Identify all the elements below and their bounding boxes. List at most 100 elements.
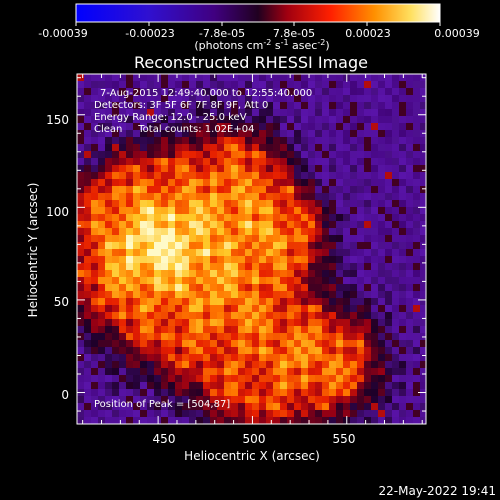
heatmap-cell	[196, 312, 204, 320]
heatmap-cell	[308, 256, 316, 264]
heatmap-cell	[133, 179, 141, 187]
heatmap-cell	[259, 221, 267, 229]
heatmap-cell	[259, 277, 267, 285]
heatmap-cell	[371, 95, 379, 103]
heatmap-cell	[273, 403, 281, 411]
heatmap-cell	[315, 116, 323, 124]
heatmap-cell	[175, 396, 183, 404]
heatmap-cell	[161, 158, 169, 166]
heatmap-cell	[210, 221, 218, 229]
heatmap-cell	[266, 347, 274, 355]
heatmap-cell	[238, 249, 246, 257]
heatmap-cell	[287, 305, 295, 313]
heatmap-cell	[91, 109, 99, 117]
heatmap-cell	[413, 228, 421, 236]
heatmap-cell	[112, 130, 120, 138]
heatmap-cell	[378, 270, 386, 278]
heatmap-cell	[280, 88, 288, 96]
heatmap-cell	[413, 284, 421, 292]
heatmap-cell	[105, 249, 113, 257]
heatmap-cell	[308, 333, 316, 341]
heatmap-cell	[266, 368, 274, 376]
y-tick-label: 100	[46, 205, 69, 219]
heatmap-cell	[210, 123, 218, 131]
heatmap-cell	[175, 207, 183, 215]
heatmap-cell	[392, 74, 400, 82]
heatmap-cell	[126, 354, 134, 362]
heatmap-cell	[294, 179, 302, 187]
heatmap-cell	[343, 291, 351, 299]
heatmap-cell	[168, 214, 176, 222]
heatmap-cell	[315, 74, 323, 82]
heatmap-cell	[105, 326, 113, 334]
heatmap-cell	[119, 284, 127, 292]
heatmap-cell	[343, 382, 351, 390]
heatmap-cell	[168, 102, 176, 110]
heatmap-cell	[182, 109, 190, 117]
heatmap-cell	[273, 200, 281, 208]
heatmap-cell	[217, 403, 225, 411]
heatmap-cell	[392, 144, 400, 152]
heatmap-cell	[189, 305, 197, 313]
heatmap-cell	[378, 221, 386, 229]
heatmap-cell	[392, 319, 400, 327]
heatmap-cell	[133, 116, 141, 124]
heatmap-cell	[329, 382, 337, 390]
heatmap-cell	[378, 102, 386, 110]
heatmap-cell	[406, 116, 414, 124]
heatmap-cell	[77, 396, 85, 404]
heatmap-cell	[364, 270, 372, 278]
heatmap-cell	[231, 403, 239, 411]
heatmap-cell	[287, 284, 295, 292]
heatmap-cell	[357, 144, 365, 152]
heatmap-cell	[315, 368, 323, 376]
heatmap-cell	[84, 144, 92, 152]
heatmap-cell	[371, 333, 379, 341]
heatmap-cell	[266, 88, 274, 96]
heatmap-cell	[280, 326, 288, 334]
heatmap-cell	[182, 263, 190, 271]
heatmap-cell	[105, 102, 113, 110]
heatmap-cell	[119, 95, 127, 103]
heatmap-cell	[245, 403, 253, 411]
heatmap-cell	[343, 354, 351, 362]
heatmap-cell	[91, 298, 99, 306]
heatmap-cell	[252, 214, 260, 222]
heatmap-cell	[273, 312, 281, 320]
heatmap-cell	[238, 284, 246, 292]
heatmap-cell	[98, 235, 106, 243]
heatmap-cell	[217, 193, 225, 201]
heatmap-cell	[98, 284, 106, 292]
heatmap-cell	[378, 333, 386, 341]
heatmap-cell	[329, 396, 337, 404]
heatmap-cell	[168, 263, 176, 271]
heatmap-cell	[308, 235, 316, 243]
heatmap-cell	[140, 396, 148, 404]
heatmap-cell	[210, 270, 218, 278]
heatmap-cell	[252, 375, 260, 383]
heatmap-cell	[175, 375, 183, 383]
heatmap-cell	[287, 179, 295, 187]
heatmap-cell	[294, 277, 302, 285]
heatmap-cell	[385, 333, 393, 341]
heatmap-cell	[336, 340, 344, 348]
heatmap-cell	[385, 172, 393, 180]
heatmap-cell	[175, 116, 183, 124]
heatmap-cell	[336, 270, 344, 278]
heatmap-cell	[329, 270, 337, 278]
heatmap-cell	[378, 137, 386, 145]
heatmap-cell	[105, 109, 113, 117]
heatmap-cell	[231, 354, 239, 362]
heatmap-cell	[161, 347, 169, 355]
heatmap-cell	[280, 179, 288, 187]
heatmap-cell	[280, 151, 288, 159]
heatmap-cell	[420, 151, 426, 159]
heatmap-cell	[98, 242, 106, 250]
heatmap-cell	[133, 368, 141, 376]
heatmap-cell	[231, 207, 239, 215]
heatmap-cell	[98, 130, 106, 138]
heatmap-cell	[140, 137, 148, 145]
heatmap-cell	[294, 144, 302, 152]
heatmap-cell	[91, 116, 99, 124]
heatmap-cell	[147, 298, 155, 306]
